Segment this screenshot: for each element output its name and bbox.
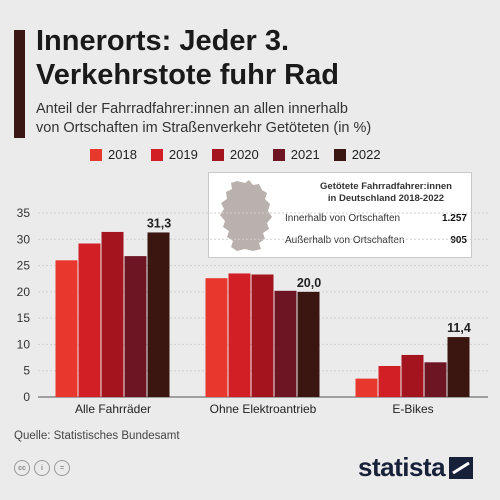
chart-title: Innerorts: Jeder 3. Verkehrstote fuhr Ra… — [36, 24, 476, 92]
chart-subtitle: Anteil der Fahrradfahrer:innen an allen … — [36, 100, 476, 138]
title-line-1: Innerorts: Jeder 3. — [36, 25, 290, 57]
legend: 2018 2019 2020 2021 2022 — [90, 147, 381, 162]
accent-bar — [14, 30, 25, 138]
y-tick-label: 30 — [17, 232, 31, 246]
logo-text: statista — [358, 452, 446, 482]
bar-2020 — [101, 231, 124, 397]
y-tick-label: 20 — [17, 285, 31, 299]
data-label: 31,3 — [147, 216, 171, 230]
bar-2020 — [401, 354, 424, 397]
legend-item-2019: 2019 — [150, 147, 198, 162]
info-title-line-1: Getötete Fahrradfahrer:innen — [320, 181, 452, 192]
bar-2018 — [355, 378, 378, 397]
info-row-outside: Außerhalb von Ortschaften 905 — [285, 235, 467, 246]
title-line-2: Verkehrstote fuhr Rad — [36, 59, 339, 91]
y-tick-label: 35 — [17, 206, 31, 220]
info-row-label: Außerhalb von Ortschaften — [285, 235, 405, 246]
category-label: E-Bikes — [392, 402, 433, 416]
subtitle-line-2: von Ortschaften im Straßenverkehr Getöte… — [36, 120, 372, 136]
logo-mark-icon — [449, 456, 474, 479]
legend-item-2022: 2022 — [333, 147, 381, 162]
legend-label: 2018 — [108, 147, 137, 162]
y-tick-label: 25 — [17, 259, 31, 273]
germany-map-icon — [220, 180, 272, 251]
statista-logo[interactable]: statista — [358, 452, 474, 483]
bar-2021 — [274, 290, 297, 397]
legend-swatch — [333, 148, 346, 161]
legend-item-2018: 2018 — [90, 147, 137, 162]
bar-2020 — [251, 274, 274, 397]
info-box: Getötete Fahrradfahrer:innen in Deutschl… — [208, 172, 472, 258]
legend-label: 2021 — [290, 147, 320, 162]
bar-chart: 0 5 10 15 20 25 30 35 31,3 Alle Fahrräder 20,0 Ohne… — [17, 206, 488, 416]
bar-2018 — [205, 278, 228, 397]
info-row-label: Innerhalb von Ortschaften — [285, 213, 401, 224]
bar-2018 — [55, 260, 78, 397]
category-label: Alle Fahrräder — [75, 402, 151, 416]
legend-item-2020: 2020 — [211, 147, 259, 162]
bar-2019 — [378, 365, 401, 397]
info-row-value: 1.257 — [441, 213, 467, 224]
y-tick-label: 15 — [17, 311, 31, 325]
bar-2022 — [147, 232, 170, 397]
info-row-value: 905 — [450, 235, 467, 246]
license-icons: cc i = — [14, 460, 70, 476]
bar-2022 — [447, 337, 470, 397]
bar-2021 — [124, 256, 147, 397]
bar-2019 — [228, 273, 251, 397]
bar-2019 — [78, 243, 101, 397]
data-label: 11,4 — [447, 321, 471, 335]
info-row-inside: Innerhalb von Ortschaften 1.257 — [285, 213, 467, 224]
legend-swatch — [272, 148, 285, 161]
source-note: Quelle: Statistisches Bundesamt — [14, 430, 180, 442]
legend-label: 2022 — [351, 147, 381, 162]
y-tick-label: 0 — [23, 390, 30, 404]
data-label: 20,0 — [297, 276, 321, 290]
y-tick-label: 10 — [17, 337, 31, 351]
y-tick-label: 5 — [23, 364, 30, 378]
legend-swatch — [150, 148, 163, 161]
legend-label: 2020 — [229, 147, 259, 162]
legend-label: 2019 — [168, 147, 198, 162]
cc-license-icon[interactable]: cc — [14, 460, 30, 476]
legend-item-2021: 2021 — [272, 147, 320, 162]
subtitle-line-1: Anteil der Fahrradfahrer:innen an allen … — [36, 101, 348, 117]
bar-2022 — [297, 291, 320, 397]
legend-swatch — [90, 148, 102, 161]
bar-2021 — [424, 362, 447, 397]
info-title-line-2: in Deutschland 2018-2022 — [327, 193, 445, 204]
attribution-icon[interactable]: i — [34, 460, 50, 476]
category-label: Ohne Elektroantrieb — [210, 402, 317, 416]
legend-swatch — [211, 148, 224, 161]
no-derivatives-icon[interactable]: = — [54, 460, 70, 476]
info-title: Getötete Fahrradfahrer:innen in Deutschl… — [301, 181, 471, 205]
